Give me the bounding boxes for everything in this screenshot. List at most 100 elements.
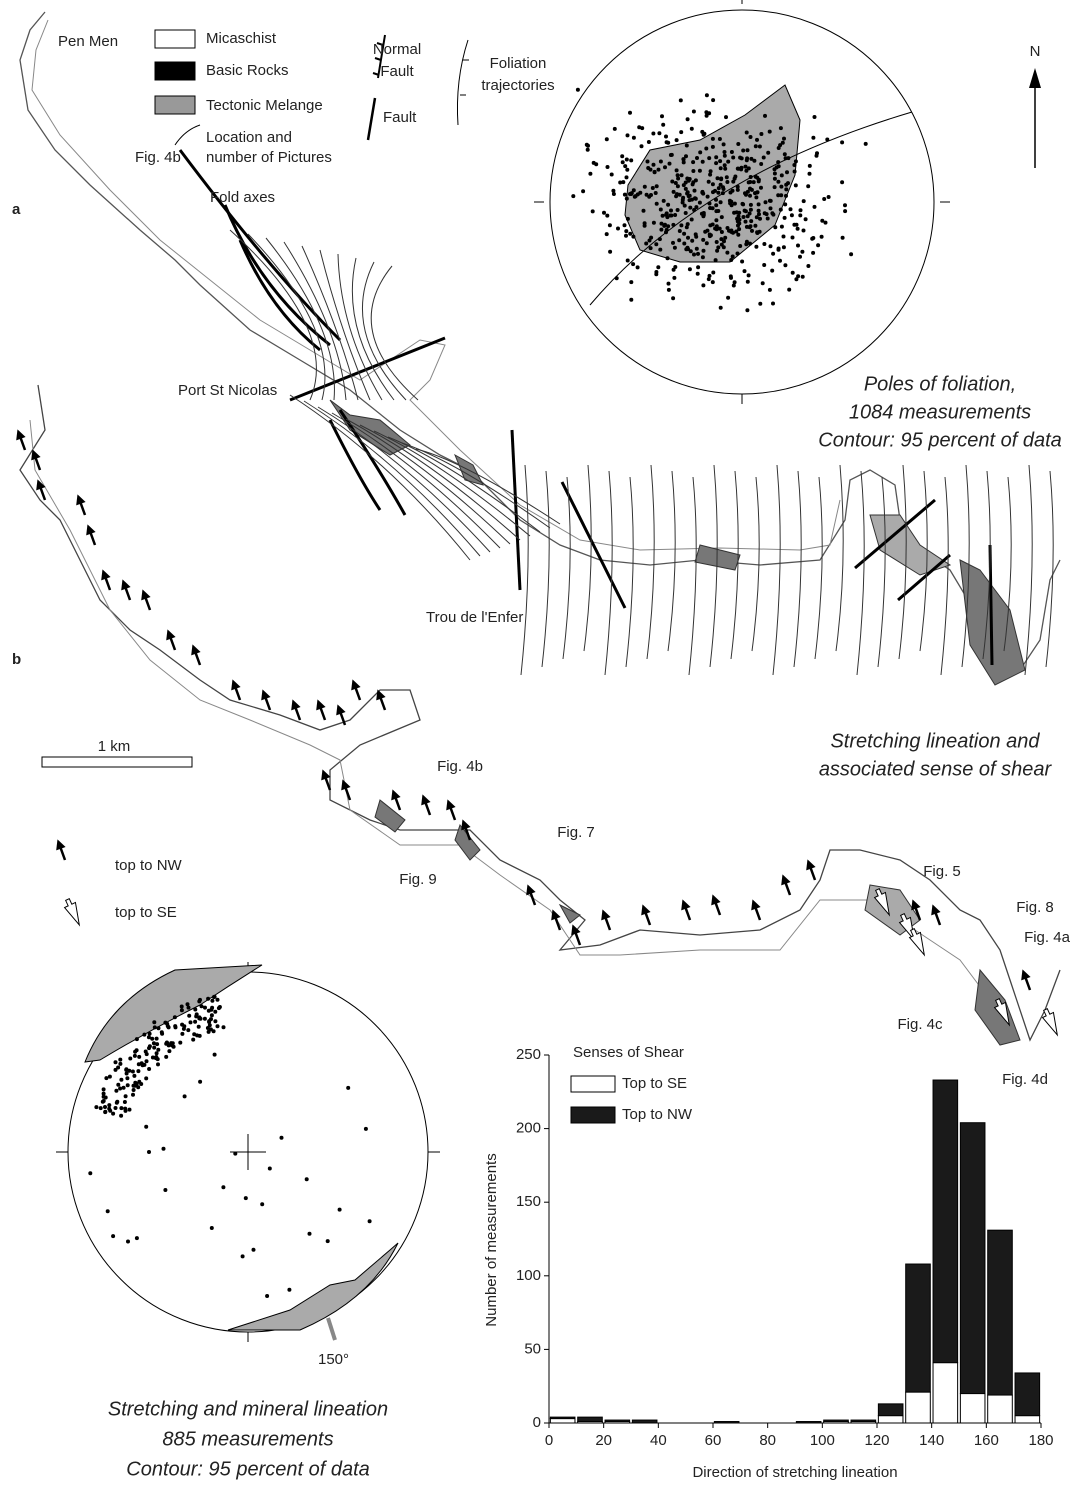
pole-dot — [719, 183, 723, 187]
pole-dot — [745, 225, 749, 229]
pole-dot — [711, 223, 715, 227]
bar — [796, 1422, 821, 1423]
pole-dot — [719, 166, 723, 170]
pole-dot — [661, 214, 665, 218]
lineation-dot — [126, 1083, 130, 1087]
pole-dot — [605, 232, 609, 236]
lineation-dot — [132, 1074, 136, 1078]
pole-dot — [784, 156, 788, 160]
lineation-dot — [142, 1033, 146, 1037]
lineation-dot — [260, 1202, 264, 1206]
pole-dot — [755, 215, 759, 219]
pole-dot — [713, 227, 717, 231]
pole-dot — [701, 238, 705, 242]
caption: Stretching and mineral lineation — [108, 1398, 388, 1420]
pole-dot — [657, 168, 661, 172]
lineation-dot — [187, 1006, 191, 1010]
caption: Contour: 95 percent of data — [818, 429, 1062, 451]
pole-dot — [726, 226, 730, 230]
lineation-dot — [116, 1083, 120, 1087]
pole-dot — [711, 137, 715, 141]
foliation-trajectory — [878, 477, 885, 667]
pole-dot — [690, 218, 694, 222]
pole-dot — [762, 263, 766, 267]
pole-dot — [610, 173, 614, 177]
pole-dot — [615, 276, 619, 280]
pole-dot — [778, 259, 782, 263]
pole-dot — [722, 142, 726, 146]
pole-dot — [749, 175, 753, 179]
y-tick-label: 250 — [516, 1046, 541, 1063]
pole-dot — [736, 188, 740, 192]
pole-dot — [631, 262, 635, 266]
pole-dot — [676, 208, 680, 212]
pole-dot — [770, 269, 774, 273]
bar — [550, 1417, 575, 1418]
lineation-dot — [147, 1046, 151, 1050]
pole-dot — [690, 127, 694, 131]
pole-dot — [692, 253, 696, 257]
pole-dot — [625, 175, 629, 179]
pole-dot — [783, 216, 787, 220]
pole-dot — [683, 204, 687, 208]
pole-dot — [682, 242, 686, 246]
melange-patch — [375, 800, 1020, 1045]
lineation-dot — [150, 1037, 154, 1041]
lineation-dot — [233, 1152, 237, 1156]
pole-dot — [768, 288, 772, 292]
pole-dot — [714, 198, 718, 202]
lineation-dot — [287, 1288, 291, 1292]
pole-dot — [725, 175, 729, 179]
x-tick-label: 100 — [810, 1432, 835, 1449]
bar — [988, 1230, 1013, 1395]
pole-dot — [623, 223, 627, 227]
pole-dot — [723, 150, 727, 154]
pole-dot — [825, 138, 829, 142]
pole-dot — [702, 249, 706, 253]
lineation-dot — [107, 1103, 111, 1107]
pole-dot — [666, 256, 670, 260]
pole-dot — [753, 224, 757, 228]
x-tick-label: 80 — [759, 1432, 776, 1449]
foliation-trajectory — [941, 477, 948, 675]
fault — [562, 482, 625, 608]
lineation-dot — [135, 1236, 139, 1240]
foliation-trajectory — [773, 465, 780, 675]
pole-dot — [796, 227, 800, 231]
lineation-dot — [163, 1188, 167, 1192]
lineation-dot — [136, 1085, 140, 1089]
bar — [906, 1264, 931, 1392]
legend-symbol — [175, 125, 200, 145]
picture-label: Fig. 4a — [1024, 929, 1071, 946]
pole-dot — [674, 181, 678, 185]
pole-dot — [741, 202, 745, 206]
pole-dot — [691, 182, 695, 186]
pole-dot — [729, 258, 733, 262]
pole-dot — [591, 209, 595, 213]
pole-dot — [723, 163, 727, 167]
pole-dot — [754, 144, 758, 148]
scale-label: 1 km — [98, 738, 131, 755]
lineation-dot — [241, 1254, 245, 1258]
lineation-dot — [210, 999, 214, 1003]
lineation-dot — [265, 1294, 269, 1298]
foliation-trajectory — [521, 465, 528, 675]
pole-dot — [736, 142, 740, 146]
pole-dot — [634, 194, 638, 198]
pole-dot — [684, 247, 688, 251]
pole-dot — [745, 308, 749, 312]
pole-dot — [794, 183, 798, 187]
lineation-dot — [187, 1014, 191, 1018]
lineation-dot — [131, 1093, 135, 1097]
pole-dot — [718, 159, 722, 163]
pole-dot — [749, 219, 753, 223]
pole-dot — [647, 140, 651, 144]
lineation-dot — [186, 1028, 190, 1032]
foliation-trajectory — [563, 477, 570, 659]
pole-dot — [688, 206, 692, 210]
pole-dot — [744, 165, 748, 169]
bar — [878, 1404, 903, 1416]
legend-label: Tectonic Melange — [206, 97, 323, 114]
lineation-dot — [156, 1048, 160, 1052]
shear-arrow — [910, 929, 925, 955]
